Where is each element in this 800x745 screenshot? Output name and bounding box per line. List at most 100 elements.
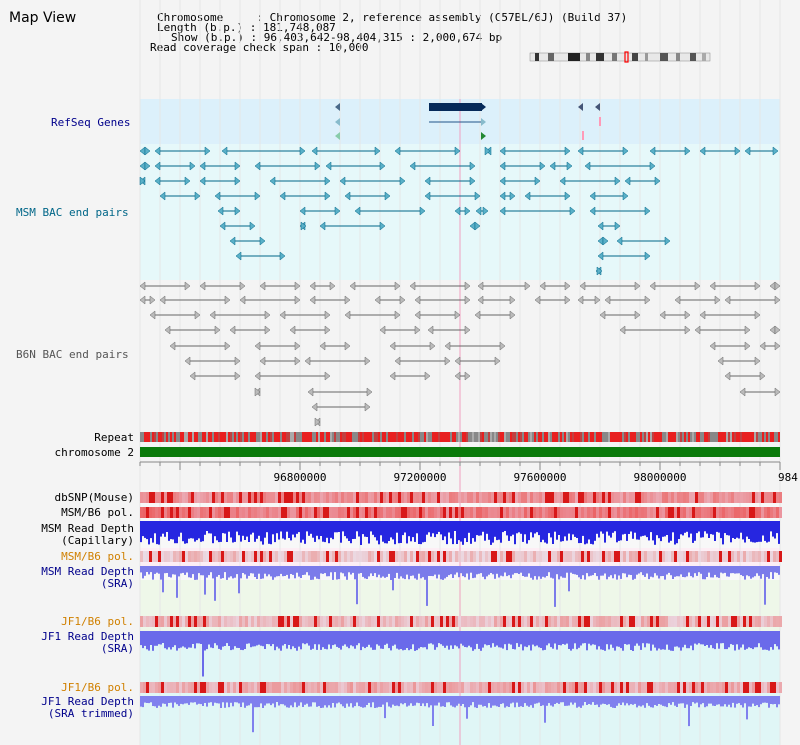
heat-cell <box>557 682 560 693</box>
heat-cell <box>428 507 431 518</box>
track-label-b6n-bac[interactable]: B6N BAC end pairs <box>16 348 129 361</box>
heat-cell <box>665 616 668 627</box>
repeat-segment <box>514 432 516 442</box>
depth-bar <box>484 631 486 645</box>
heat-cell <box>458 551 461 562</box>
depth-bar <box>264 631 266 649</box>
b6n-bac-pairs[interactable] <box>139 281 781 427</box>
heat-cell <box>716 682 719 693</box>
depth-bar <box>754 631 756 648</box>
depth-bar <box>774 631 776 645</box>
bac-end-arrow <box>264 310 271 320</box>
heat-cell <box>689 507 692 518</box>
heat-cell <box>233 682 236 693</box>
heat-cell <box>560 616 563 627</box>
depth-bar <box>258 696 260 708</box>
chromosome-bar <box>140 447 780 457</box>
heat-cell <box>392 551 395 562</box>
depth-bar <box>234 696 236 703</box>
heat-cell <box>542 551 545 562</box>
depth-bar <box>176 696 178 705</box>
heat-cell <box>653 507 656 518</box>
repeat-segment <box>622 432 624 442</box>
bac-end-arrow <box>754 356 761 366</box>
heat-cell <box>170 551 173 562</box>
heat-cell <box>494 682 497 693</box>
heat-cell <box>602 551 605 562</box>
heat-cell <box>461 492 464 503</box>
msm-bac-pairs[interactable] <box>139 146 779 276</box>
depth-bar <box>696 566 698 576</box>
depth-bar <box>264 521 266 538</box>
depth-bar <box>526 631 528 648</box>
heat-cell <box>611 492 614 503</box>
heat-cell <box>209 492 212 503</box>
heat-cell <box>185 492 188 503</box>
bac-end-arrow <box>549 161 556 171</box>
heat-cell <box>314 551 317 562</box>
heat-cell <box>368 507 371 518</box>
bac-end-arrow <box>477 295 484 305</box>
heat-cell <box>257 616 260 627</box>
depth-bar <box>520 696 522 707</box>
depth-bar <box>254 696 256 708</box>
depth-bar <box>190 631 192 648</box>
heat-cell <box>338 492 341 503</box>
heat-cell <box>563 507 566 518</box>
chromosome-ideogram[interactable] <box>529 51 711 63</box>
bac-end-arrow <box>724 295 731 305</box>
heat-cell <box>698 551 701 562</box>
depth-bar <box>732 631 734 645</box>
track-label-msm-bac[interactable]: MSM BAC end pairs <box>16 206 129 219</box>
heat-cell <box>407 682 410 693</box>
heat-cell <box>680 682 683 693</box>
heat-cell <box>716 492 719 503</box>
bac-end-arrow <box>217 206 224 216</box>
heat-cell <box>536 616 539 627</box>
heat-cell <box>542 507 545 518</box>
depth-bar <box>202 521 204 542</box>
bac-end-arrow <box>644 295 651 305</box>
depth-bar <box>350 696 352 704</box>
heat-cell <box>557 492 560 503</box>
depth-bar <box>678 631 680 648</box>
heat-cell <box>452 616 455 627</box>
repeat-segment <box>530 432 532 442</box>
track-label-msm-b6-pol-2: MSM/B6 pol. <box>61 550 134 563</box>
heat-cell <box>392 507 395 518</box>
heat-cell <box>272 507 275 518</box>
refseq-genes[interactable] <box>335 103 601 140</box>
heat-cell <box>170 492 173 503</box>
depth-bar <box>696 631 698 645</box>
depth-bar <box>300 566 302 578</box>
heat-cell <box>704 492 707 503</box>
depth-bar <box>764 631 766 650</box>
repeat-segment <box>478 432 480 442</box>
refseq-gene-block[interactable] <box>429 103 482 111</box>
depth-bar <box>612 696 614 708</box>
track-label-refseq[interactable]: RefSeq Genes <box>51 116 131 129</box>
heat-cell <box>644 551 647 562</box>
heat-cell <box>224 551 227 562</box>
bac-end-arrow <box>754 281 761 291</box>
repeat-segment <box>766 432 768 442</box>
depth-bar <box>232 521 234 543</box>
depth-bar <box>592 566 594 576</box>
depth-bar <box>344 521 346 537</box>
repeat-segment <box>204 432 206 442</box>
repeat-segment <box>630 432 632 442</box>
depth-bar <box>364 521 366 537</box>
depth-bar <box>262 631 264 647</box>
depth-bar <box>656 566 658 576</box>
heat-cell <box>179 492 182 503</box>
heat-cell <box>731 492 734 503</box>
heat-cell <box>419 492 422 503</box>
depth-bar <box>662 521 664 537</box>
depth-bar <box>164 566 166 574</box>
repeat-segment <box>646 432 648 442</box>
heat-cell <box>368 682 371 693</box>
heat-cell <box>770 492 773 503</box>
heat-cell <box>458 507 461 518</box>
bac-end-arrow <box>269 176 276 186</box>
